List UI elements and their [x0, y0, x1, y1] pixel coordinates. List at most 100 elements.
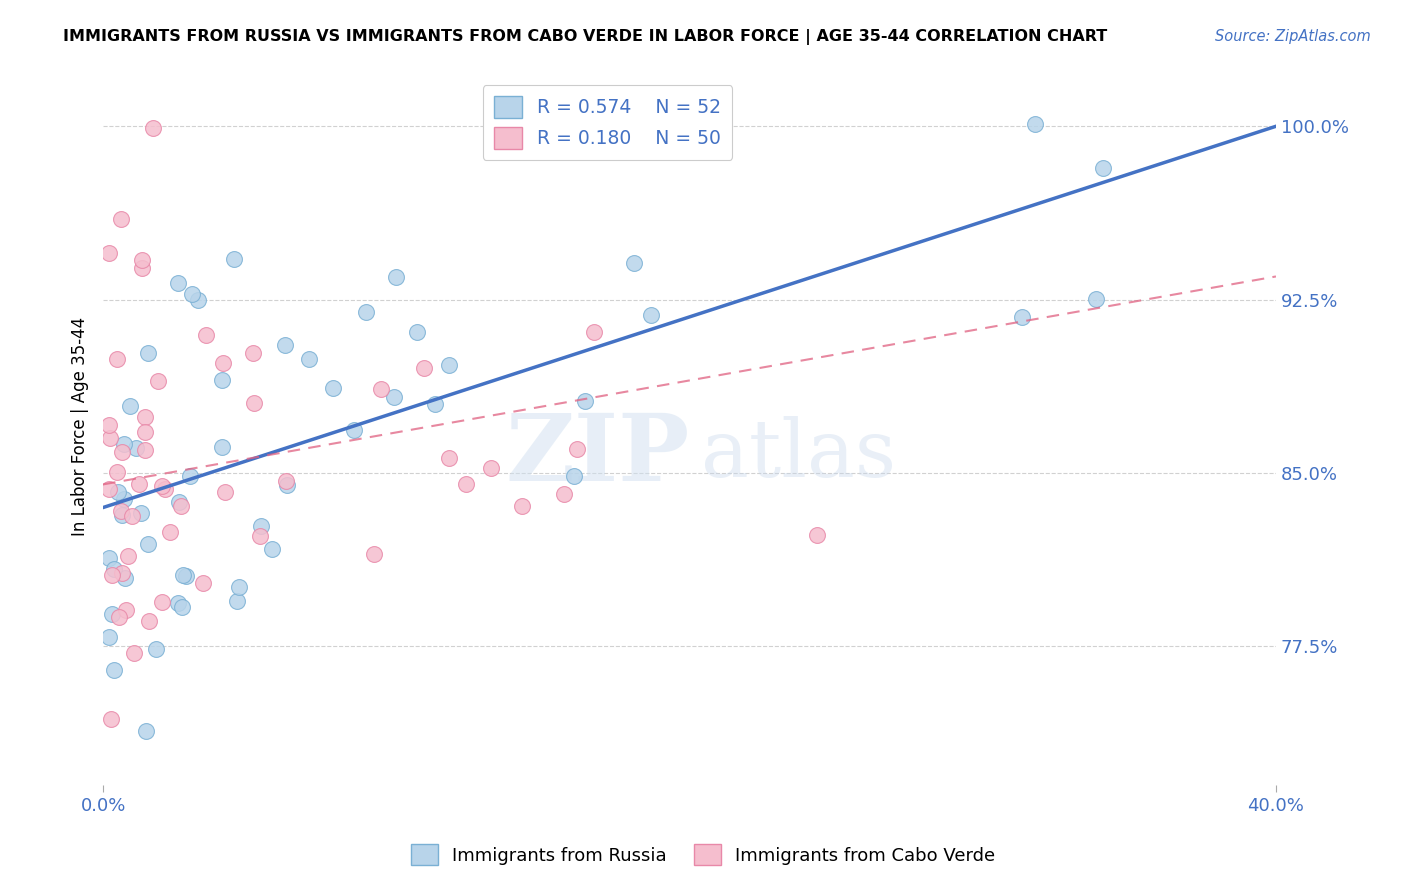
Point: [131, 261, 153, 276]
Point: [214, 484, 236, 499]
Point: [242, 346, 264, 360]
Point: [98, 418, 121, 433]
Point: [343, 423, 366, 437]
Point: [134, 425, 156, 439]
Point: [211, 373, 233, 387]
Point: [250, 518, 273, 533]
Point: [456, 477, 478, 491]
Point: [1084, 292, 1107, 306]
Point: [103, 663, 125, 677]
Point: [553, 486, 575, 500]
Point: [101, 568, 124, 582]
Point: [128, 477, 150, 491]
Point: [262, 541, 284, 556]
Point: [479, 460, 502, 475]
Y-axis label: In Labor Force | Age 35-44: In Labor Force | Age 35-44: [72, 317, 89, 536]
Point: [135, 724, 157, 739]
Legend: Immigrants from Russia, Immigrants from Cabo Verde: Immigrants from Russia, Immigrants from …: [404, 837, 1002, 872]
Point: [1024, 117, 1046, 131]
Point: [370, 382, 392, 396]
Point: [170, 499, 193, 513]
Point: [224, 252, 246, 267]
Point: [640, 308, 662, 322]
Legend: R = 0.574    N = 52, R = 0.180    N = 50: R = 0.574 N = 52, R = 0.180 N = 50: [482, 85, 733, 161]
Point: [437, 451, 460, 466]
Point: [226, 593, 249, 607]
Point: [111, 508, 134, 522]
Point: [437, 358, 460, 372]
Point: [423, 397, 446, 411]
Point: [150, 479, 173, 493]
Point: [136, 537, 159, 551]
Point: [122, 646, 145, 660]
Point: [212, 356, 235, 370]
Point: [110, 211, 132, 226]
Point: [131, 252, 153, 267]
Point: [134, 442, 156, 457]
Point: [354, 305, 377, 319]
Point: [155, 482, 177, 496]
Point: [101, 607, 124, 622]
Point: [112, 492, 135, 507]
Point: [413, 361, 436, 376]
Point: [363, 547, 385, 561]
Point: [105, 465, 128, 479]
Point: [806, 528, 828, 542]
Text: Source: ZipAtlas.com: Source: ZipAtlas.com: [1215, 29, 1371, 45]
Point: [98, 482, 121, 496]
Point: [110, 504, 132, 518]
Point: [382, 391, 405, 405]
Point: [107, 485, 129, 500]
Point: [114, 571, 136, 585]
Point: [562, 469, 585, 483]
Point: [98, 551, 121, 566]
Point: [103, 562, 125, 576]
Point: [243, 396, 266, 410]
Point: [159, 524, 181, 539]
Point: [148, 374, 170, 388]
Point: [166, 596, 188, 610]
Point: [120, 399, 142, 413]
Point: [582, 326, 605, 340]
Point: [172, 600, 194, 615]
Point: [298, 352, 321, 367]
Text: ZIP: ZIP: [505, 410, 689, 500]
Point: [100, 712, 122, 726]
Point: [98, 431, 121, 445]
Point: [98, 246, 121, 260]
Point: [174, 568, 197, 582]
Point: [129, 506, 152, 520]
Text: IMMIGRANTS FROM RUSSIA VS IMMIGRANTS FROM CABO VERDE IN LABOR FORCE | AGE 35-44 : IMMIGRANTS FROM RUSSIA VS IMMIGRANTS FRO…: [63, 29, 1108, 45]
Point: [211, 440, 233, 454]
Point: [167, 495, 190, 509]
Point: [138, 614, 160, 628]
Point: [228, 580, 250, 594]
Point: [180, 286, 202, 301]
Point: [274, 338, 297, 352]
Point: [276, 477, 298, 491]
Point: [150, 595, 173, 609]
Point: [322, 381, 344, 395]
Point: [111, 444, 134, 458]
Point: [142, 120, 165, 135]
Point: [565, 442, 588, 456]
Point: [1092, 161, 1115, 176]
Point: [274, 475, 297, 489]
Point: [195, 328, 218, 343]
Point: [105, 352, 128, 367]
Point: [187, 293, 209, 307]
Point: [384, 270, 406, 285]
Point: [405, 325, 427, 339]
Point: [112, 436, 135, 450]
Point: [249, 529, 271, 543]
Point: [125, 441, 148, 455]
Point: [117, 549, 139, 564]
Text: atlas: atlas: [702, 417, 897, 494]
Point: [179, 468, 201, 483]
Point: [114, 603, 136, 617]
Point: [121, 509, 143, 524]
Point: [167, 276, 190, 290]
Point: [191, 575, 214, 590]
Point: [111, 566, 134, 580]
Point: [172, 568, 194, 582]
